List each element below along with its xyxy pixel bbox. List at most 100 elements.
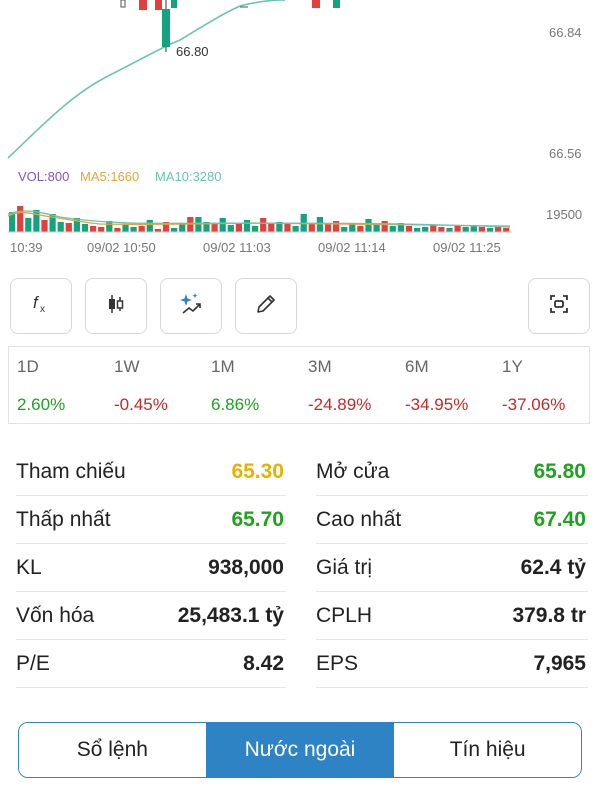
stat-value: 65.80: [533, 460, 586, 483]
perf-3m[interactable]: 3M -24.89%: [300, 347, 397, 425]
volume-bar: [73, 218, 80, 232]
volume-bar: [438, 227, 445, 232]
tab-signals[interactable]: Tín hiệu: [393, 723, 581, 777]
stat-label: Tham chiếu: [16, 460, 126, 483]
perf-6m[interactable]: 6M -34.95%: [397, 347, 494, 425]
volume-bar: [9, 212, 16, 232]
stat-value: 8.42: [243, 652, 284, 675]
price-chart[interactable]: 66.80 66.84 66.56 VOL:800 MA5:1660 MA10:…: [0, 0, 600, 262]
volume-bar: [357, 226, 364, 232]
volume-bar: [146, 220, 153, 232]
perf-label: 1M: [211, 357, 235, 376]
volume-bar: [203, 222, 210, 232]
pencil-icon: [253, 291, 279, 322]
volume-bar: [260, 218, 267, 232]
stat-label: KL: [16, 556, 42, 579]
volume-bar: [81, 224, 89, 232]
stat-label: Vốn hóa: [16, 604, 95, 627]
perf-1w[interactable]: 1W -0.45%: [106, 347, 203, 425]
stat-value: 65.70: [231, 508, 284, 531]
candle: [171, 0, 177, 8]
volume-bar: [381, 221, 388, 232]
stat-label: Cao nhất: [316, 508, 402, 531]
stat-reference: Tham chiếu 65.30: [16, 448, 286, 496]
volume-bar: [284, 224, 291, 232]
candle: [162, 9, 170, 47]
volume-bar: [106, 221, 113, 232]
stat-value: 62.4 tỷ: [520, 556, 586, 579]
volume-bar: [308, 224, 315, 232]
volume-bar: [130, 227, 137, 232]
perf-value: 6.86%: [211, 395, 260, 414]
perf-1y[interactable]: 1Y -37.06%: [494, 347, 591, 425]
chart-svg[interactable]: 66.80 66.84 66.56 VOL:800 MA5:1660 MA10:…: [0, 0, 600, 262]
stat-market-cap: Vốn hóa 25,483.1 tỷ: [16, 592, 286, 640]
fullscreen-button[interactable]: [528, 278, 590, 334]
volume-bar: [292, 226, 299, 232]
volume-bar: [405, 226, 413, 232]
tab-foreign[interactable]: Nước ngoài: [205, 723, 394, 777]
perf-value: 2.60%: [17, 395, 66, 414]
volume-bar: [57, 222, 64, 232]
volume-bar: [219, 218, 226, 232]
candle: [312, 0, 320, 8]
volume-bar: [454, 226, 461, 232]
stat-label: Giá trị: [316, 556, 373, 579]
volume-bar: [389, 226, 396, 232]
perf-value: -0.45%: [114, 395, 168, 414]
perf-label: 1W: [114, 357, 140, 376]
volume-bar: [235, 223, 242, 232]
volume-bar: [98, 227, 105, 232]
time-axis-label: 09/02 10:50: [87, 240, 156, 255]
time-axis-label: 10:39: [10, 240, 43, 255]
volume-bar: [276, 222, 283, 232]
performance-table: 1D 2.60% 1W -0.45% 1M 6.86% 3M -24.89% 6…: [8, 346, 590, 424]
stat-row: KL 938,000 Giá trị 62.4 tỷ: [16, 544, 588, 592]
stat-label: CPLH: [316, 604, 373, 627]
candle: [120, 0, 126, 8]
volume-bar: [162, 222, 170, 232]
draw-button[interactable]: [235, 278, 297, 334]
perf-value: -37.06%: [502, 395, 566, 414]
perf-1d[interactable]: 1D 2.60%: [9, 347, 106, 425]
ma-line: [7, 0, 286, 159]
volume-bar: [65, 223, 72, 232]
volume-bar: [503, 228, 510, 232]
stat-row: Thấp nhất 65.70 Cao nhất 67.40: [16, 496, 588, 544]
price-axis-label: 66.56: [549, 146, 582, 161]
stat-value: 7,965: [533, 652, 586, 675]
volume-bar: [33, 210, 40, 232]
volume-bar: [470, 226, 477, 232]
volume-bar: [49, 214, 56, 232]
volume-bar: [243, 220, 251, 232]
candle: [139, 0, 147, 10]
volume-legend-ma5: MA5:1660: [80, 169, 139, 184]
volume-bars: [9, 206, 510, 232]
tab-order-book[interactable]: Sổ lệnh: [19, 723, 206, 777]
stat-value-traded: Giá trị 62.4 tỷ: [316, 544, 588, 592]
perf-value: -24.89%: [308, 395, 372, 414]
volume-bar: [179, 224, 186, 232]
time-axis-label: 09/02 11:03: [203, 240, 271, 255]
volume-bar: [122, 225, 129, 232]
stat-label: Mở cửa: [316, 460, 390, 483]
stat-row: Vốn hóa 25,483.1 tỷ CPLH 379.8 tr: [16, 592, 588, 640]
stat-eps: EPS 7,965: [316, 640, 588, 688]
volume-bar: [171, 228, 178, 232]
volume-bar: [430, 225, 437, 232]
volume-bar: [422, 227, 429, 232]
volume-bar: [138, 226, 145, 232]
volume-legend-vol: VOL:800: [18, 169, 69, 184]
svg-text:x: x: [40, 304, 45, 315]
ai-analysis-button[interactable]: [160, 278, 222, 334]
perf-1m[interactable]: 1M 6.86%: [203, 347, 300, 425]
volume-ma10-line: [7, 210, 511, 228]
volume-bar: [252, 226, 259, 232]
volume-bar: [316, 217, 323, 232]
chart-type-button[interactable]: [85, 278, 147, 334]
volume-bar: [373, 225, 380, 232]
perf-label: 6M: [405, 357, 429, 376]
volume-bar: [462, 227, 469, 232]
